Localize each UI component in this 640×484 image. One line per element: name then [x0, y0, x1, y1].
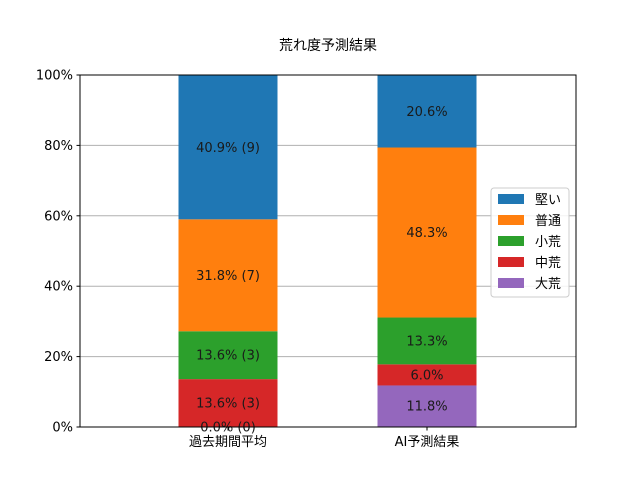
- bar-labels: 0.0% (0)13.6% (3)13.6% (3)31.8% (7)40.9%…: [196, 105, 448, 436]
- y-tick-label: 60%: [44, 209, 73, 224]
- data-label: 13.3%: [406, 334, 447, 349]
- legend-label: 普通: [535, 214, 561, 229]
- data-label: 31.8% (7): [196, 269, 260, 284]
- bar-segment: [178, 75, 278, 220]
- legend-swatch: [498, 236, 524, 246]
- y-tick-label: 80%: [44, 139, 73, 154]
- legend-label: 堅い: [535, 193, 561, 208]
- data-label: 11.8%: [406, 400, 447, 415]
- x-tick-label: AI予測結果: [395, 435, 460, 450]
- plot-frame: [79, 74, 577, 428]
- bar-segment: [377, 75, 477, 148]
- bar-segment: [178, 219, 278, 332]
- y-tick-label: 0%: [52, 421, 73, 436]
- data-label: 13.6% (3): [196, 397, 260, 412]
- bar-segment: [178, 331, 278, 380]
- data-label: 48.3%: [406, 226, 447, 241]
- legend-swatch: [498, 215, 524, 225]
- data-label: 6.0%: [410, 368, 443, 383]
- x-tick-label: 過去期間平均: [189, 435, 267, 450]
- bar-segment: [377, 364, 477, 386]
- data-label: 13.6% (3): [196, 349, 260, 364]
- bars: [178, 75, 477, 427]
- legend-swatch: [498, 194, 524, 204]
- data-label: 20.6%: [406, 105, 447, 120]
- legend-label: 大荒: [535, 277, 561, 292]
- x-axis: 過去期間平均 AI予測結果: [189, 427, 459, 450]
- chart-title: 荒れ度予測結果: [279, 38, 377, 54]
- y-axis: 0% 20% 40% 60% 80% 100%: [36, 69, 80, 436]
- bar-segment: [377, 385, 477, 427]
- bar-segment: [377, 317, 477, 365]
- data-label: 40.9% (9): [196, 141, 260, 156]
- y-tick-label: 40%: [44, 280, 73, 295]
- bar-segment: [377, 147, 477, 318]
- legend-label: 小荒: [535, 235, 561, 250]
- legend-swatch: [498, 257, 524, 267]
- y-tick-label: 20%: [44, 350, 73, 365]
- legend-label: 中荒: [535, 256, 561, 271]
- legend-swatch: [498, 278, 524, 288]
- bar-segment: [178, 379, 278, 427]
- y-tick-label: 100%: [36, 69, 73, 84]
